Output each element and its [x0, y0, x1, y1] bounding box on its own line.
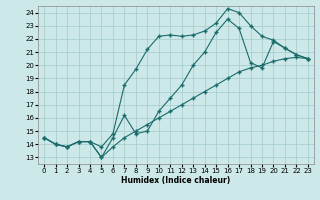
X-axis label: Humidex (Indice chaleur): Humidex (Indice chaleur) [121, 176, 231, 185]
